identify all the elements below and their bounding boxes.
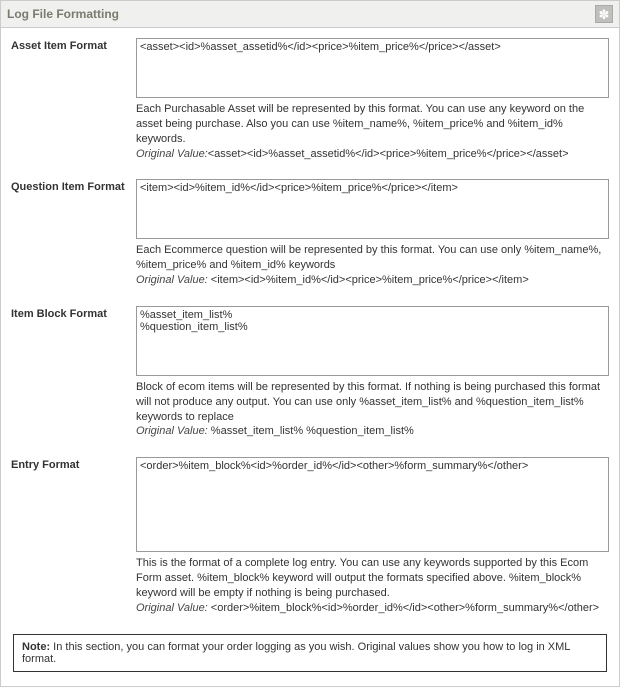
item-block-format-input[interactable] xyxy=(136,306,609,376)
row-entry-format: Entry Format This is the format of a com… xyxy=(11,457,609,615)
note-label: Note: xyxy=(22,641,50,653)
row-asset-item-format: Asset Item Format Each Purchasable Asset… xyxy=(11,38,609,161)
original-value-label: Original Value: xyxy=(136,602,208,614)
panel-action-button[interactable]: ✽ xyxy=(595,5,613,23)
original-value-text: %asset_item_list% %question_item_list% xyxy=(208,425,414,437)
original-value-label: Original Value: xyxy=(136,425,208,437)
row-item-block-format: Item Block Format Block of ecom items wi… xyxy=(11,306,609,439)
label-question-item-format: Question Item Format xyxy=(11,179,136,288)
item-block-format-desc: Block of ecom items will be represented … xyxy=(136,380,609,439)
original-value-text: <order>%item_block%<id>%order_id%</id><o… xyxy=(208,602,599,614)
log-file-formatting-panel: Log File Formatting ✽ Asset Item Format … xyxy=(0,0,620,687)
desc-text: Block of ecom items will be represented … xyxy=(136,381,600,423)
panel-title: Log File Formatting xyxy=(7,7,119,21)
field-col-question: Each Ecommerce question will be represen… xyxy=(136,179,609,288)
entry-format-input[interactable] xyxy=(136,457,609,552)
original-value-text: <item><id>%item_id%</id><price>%item_pri… xyxy=(208,274,529,286)
label-item-block-format: Item Block Format xyxy=(11,306,136,439)
question-item-format-input[interactable] xyxy=(136,179,609,239)
desc-text: Each Ecommerce question will be represen… xyxy=(136,244,601,271)
label-entry-format: Entry Format xyxy=(11,457,136,615)
entry-format-desc: This is the format of a complete log ent… xyxy=(136,556,609,615)
row-question-item-format: Question Item Format Each Ecommerce ques… xyxy=(11,179,609,288)
note-box: Note: In this section, you can format yo… xyxy=(13,634,607,672)
field-col-asset: Each Purchasable Asset will be represent… xyxy=(136,38,609,161)
asset-item-format-desc: Each Purchasable Asset will be represent… xyxy=(136,102,609,161)
original-value-label: Original Value: xyxy=(136,148,208,160)
desc-text: Each Purchasable Asset will be represent… xyxy=(136,103,584,145)
field-col-block: Block of ecom items will be represented … xyxy=(136,306,609,439)
asset-item-format-input[interactable] xyxy=(136,38,609,98)
original-value-text: <asset><id>%asset_assetid%</id><price>%i… xyxy=(208,148,569,160)
asterisk-icon: ✽ xyxy=(599,8,610,21)
original-value-label: Original Value: xyxy=(136,274,208,286)
question-item-format-desc: Each Ecommerce question will be represen… xyxy=(136,243,609,288)
field-col-entry: This is the format of a complete log ent… xyxy=(136,457,609,615)
panel-body: Asset Item Format Each Purchasable Asset… xyxy=(1,28,619,686)
panel-header: Log File Formatting ✽ xyxy=(1,1,619,28)
note-text: In this section, you can format your ord… xyxy=(22,641,570,665)
desc-text: This is the format of a complete log ent… xyxy=(136,557,588,599)
label-asset-item-format: Asset Item Format xyxy=(11,38,136,161)
